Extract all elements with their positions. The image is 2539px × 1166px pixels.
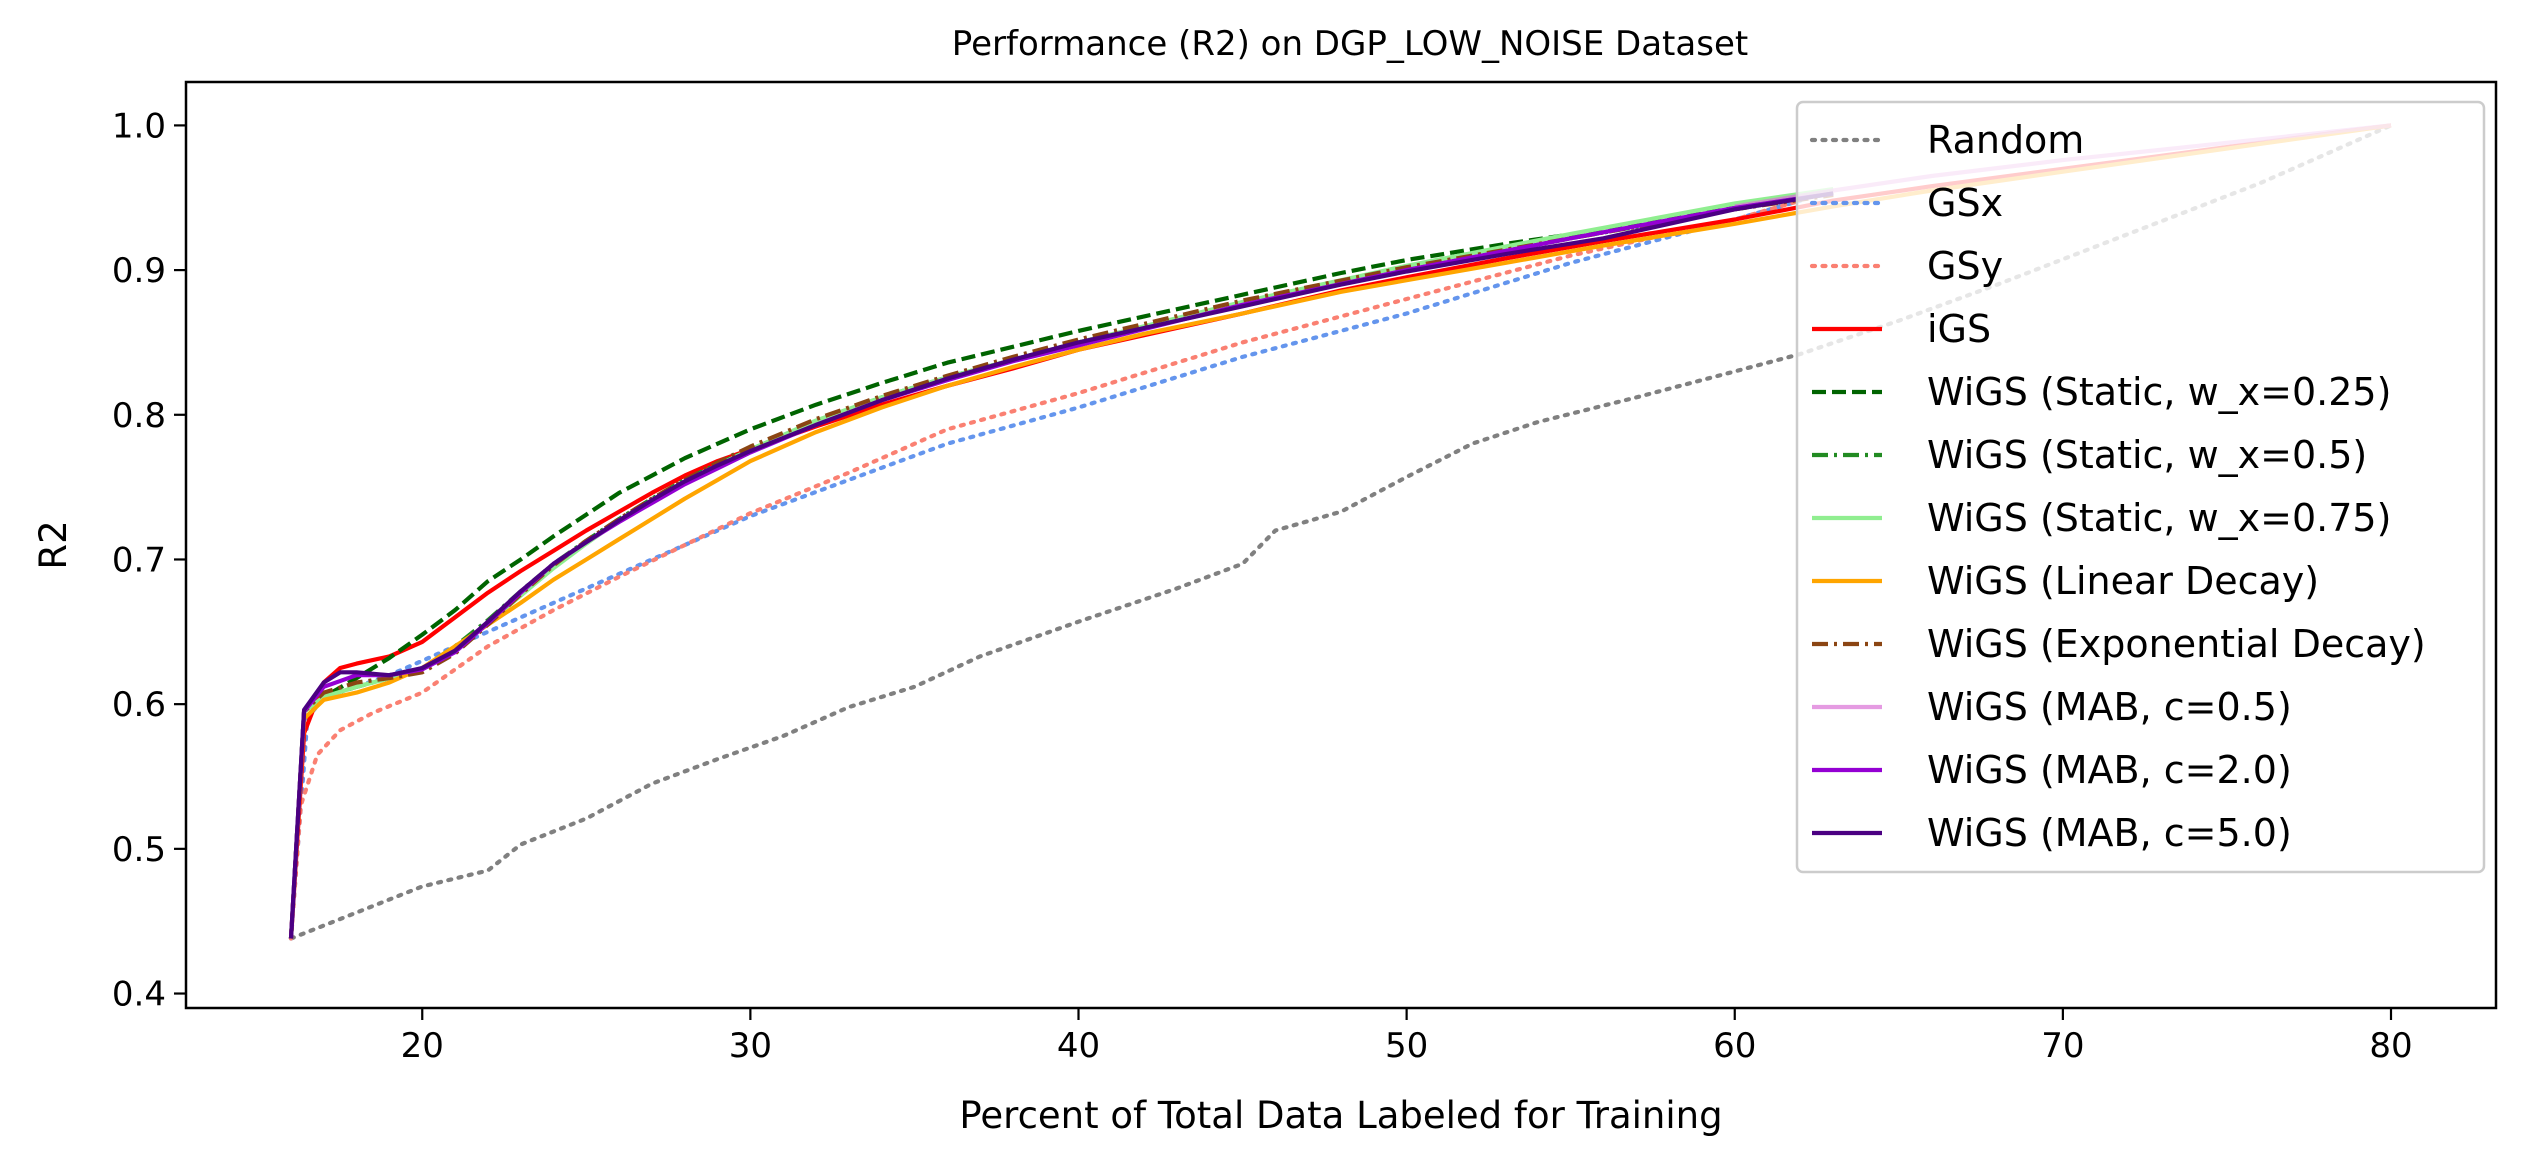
legend-box [1795,100,2486,874]
legend: Random GSx GSy iGS WiGS (Static, w_x=0.25) Wi… [1795,100,2486,874]
series-line-4 [288,191,1834,939]
y-tick-label-5: 0.9 [112,251,166,291]
legend-label-9: WiGS (MAB, c=0.5) [1927,685,2292,729]
x-tick-label-3: 50 [1385,1026,1428,1066]
x-tick-label-0: 20 [401,1026,444,1066]
legend-label-7: WiGS (Linear Decay) [1927,559,2319,603]
x-axis-label: Percent of Total Data Labeled for Traini… [959,1094,1722,1137]
legend-label-10: WiGS (MAB, c=2.0) [1927,748,2292,792]
legend-label-8: WiGS (Exponential Decay) [1927,622,2426,666]
x-tick-label-5: 70 [2041,1026,2084,1066]
legend-label-11: WiGS (MAB, c=5.0) [1927,811,2292,855]
legend-label-1: GSx [1927,181,2003,225]
x-axis: 20 30 40 50 60 70 80 [401,1008,2413,1066]
legend-label-3: iGS [1927,307,1991,351]
y-tick-label-1: 0.5 [112,830,166,870]
y-axis: 0.4 0.5 0.6 0.7 0.8 0.9 1.0 [112,106,186,1015]
x-tick-label-1: 30 [729,1026,772,1066]
y-tick-label-4: 0.8 [112,396,166,436]
y-axis-label: R2 [32,520,75,569]
x-tick-label-6: 80 [2369,1026,2412,1066]
legend-label-4: WiGS (Static, w_x=0.25) [1927,370,2391,414]
series-line-11 [288,191,1834,939]
legend-label-0: Random [1927,118,2084,162]
y-tick-label-6: 1.0 [112,106,166,146]
x-tick-label-4: 60 [1713,1026,1756,1066]
chart-title: Performance (R2) on DGP_LOW_NOISE Datase… [952,24,1748,64]
legend-label-5: WiGS (Static, w_x=0.5) [1927,433,2367,477]
y-tick-label-3: 0.7 [112,540,166,580]
plot-frame [184,80,2498,1010]
y-tick-label-0: 0.4 [112,975,166,1015]
y-tick-label-2: 0.6 [112,685,166,725]
legend-label-2: GSy [1927,244,2003,288]
x-tick-label-2: 40 [1057,1026,1100,1066]
series-line-2 [288,198,1803,941]
legend-label-6: WiGS (Static, w_x=0.75) [1927,496,2391,540]
